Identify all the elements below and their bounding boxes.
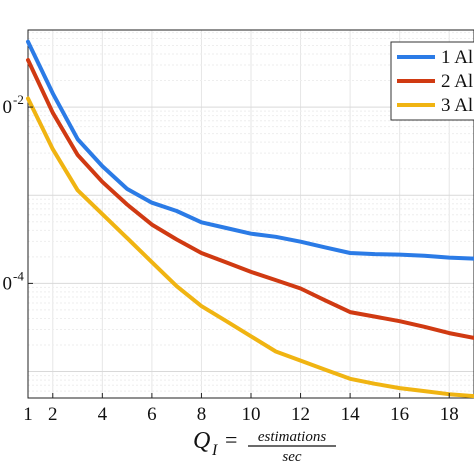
x-axis-label: Q I = estimations sec xyxy=(193,427,336,465)
y-axis-ticks: 0 -20 -4 xyxy=(3,92,33,294)
y-tick-label-exponent: -2 xyxy=(13,92,24,107)
x-tick-label: 2 xyxy=(48,404,58,425)
x-axis-label-equals: = xyxy=(225,427,237,452)
x-tick-label: 12 xyxy=(291,404,310,425)
series-lines xyxy=(26,39,474,399)
x-tick-label: 6 xyxy=(147,404,157,425)
series-line-1 xyxy=(26,39,474,261)
x-tick-label: 16 xyxy=(390,404,409,425)
y-tick-label-base: 0 xyxy=(3,273,13,294)
x-axis-ticks: 1 2 4 6 8 10 12 14 16 18 xyxy=(23,393,459,425)
x-tick-label: 14 xyxy=(341,404,361,425)
legend-label-3: 3 Al xyxy=(441,95,473,116)
x-axis-label-subscript: I xyxy=(211,442,218,459)
x-tick-label: 1 xyxy=(23,404,33,425)
series-line-3 xyxy=(26,96,474,399)
x-tick-label: 4 xyxy=(98,404,108,425)
y-tick-label-base: 0 xyxy=(3,97,13,118)
x-axis-label-symbol: Q xyxy=(193,428,210,454)
x-axis-label-numerator: estimations xyxy=(258,429,326,445)
legend: 1 Al 2 Al 3 Al xyxy=(390,41,474,121)
x-axis-label-denominator: sec xyxy=(282,449,301,465)
legend-label-1: 1 Al xyxy=(441,47,473,68)
x-tick-label: 10 xyxy=(242,404,261,425)
x-tick-label: 18 xyxy=(440,404,459,425)
y-tick-label-exponent: -4 xyxy=(13,268,24,283)
x-tick-label: 8 xyxy=(197,404,207,425)
series-line-2 xyxy=(26,58,474,340)
legend-label-2: 2 Al xyxy=(441,71,473,92)
